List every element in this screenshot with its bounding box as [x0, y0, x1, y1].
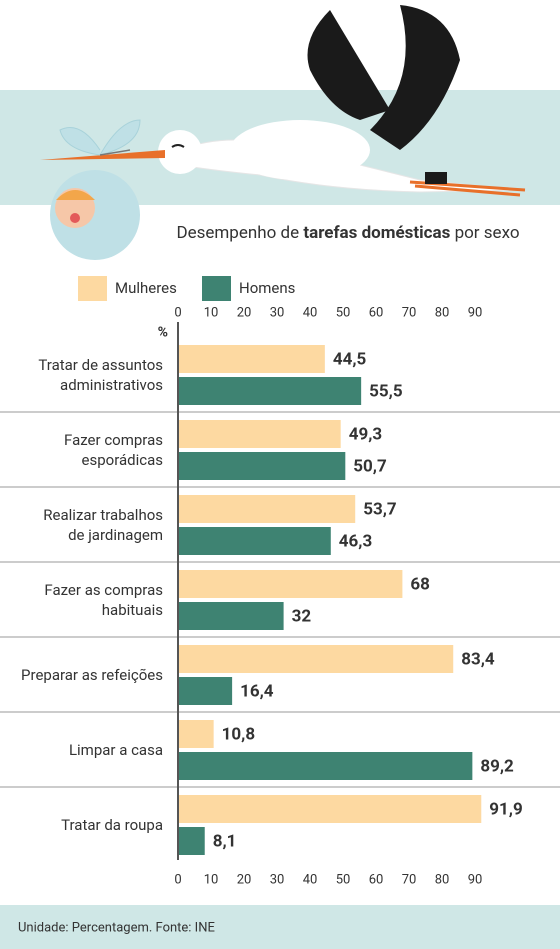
bar — [178, 527, 331, 555]
bar — [178, 345, 325, 373]
bar — [178, 720, 214, 748]
bar — [178, 452, 346, 480]
title-part: Desempenho de — [176, 223, 299, 243]
category-label: Preparar as refeições — [21, 665, 163, 684]
x-tick-label-bottom: 30 — [270, 872, 285, 887]
footer-band — [0, 905, 560, 949]
x-tick-label-top: 90 — [468, 305, 483, 320]
x-tick-label-bottom: 80 — [435, 872, 450, 887]
value-label: 8,1 — [213, 831, 237, 851]
category-label: Fazer compras esporádicas — [64, 430, 163, 469]
legend-label: Mulheres — [115, 279, 177, 297]
bar — [178, 377, 362, 405]
x-tick-label-top: 20 — [237, 305, 252, 320]
value-label: 55,5 — [369, 381, 403, 401]
stork-illustration — [40, 5, 526, 260]
value-label: 53,7 — [363, 499, 397, 519]
x-tick-label-top: 60 — [369, 305, 384, 320]
category-label: Limpar a casa — [68, 740, 163, 759]
legend-swatch — [78, 276, 107, 301]
bar — [178, 677, 233, 705]
bar — [178, 645, 454, 673]
bar — [178, 602, 284, 630]
x-tick-label-bottom: 60 — [369, 872, 384, 887]
value-label: 32 — [292, 606, 312, 626]
title-part: por sexo — [455, 223, 520, 243]
value-label: 44,5 — [333, 349, 367, 369]
x-tick-label-top: 10 — [204, 305, 219, 320]
bar — [178, 570, 403, 598]
x-tick-label-top: 50 — [336, 305, 351, 320]
x-tick-label-top: 40 — [303, 305, 318, 320]
bar — [178, 495, 356, 523]
value-label: 68 — [410, 574, 430, 594]
x-tick-label-bottom: 40 — [303, 872, 318, 887]
bar — [178, 795, 482, 823]
bar — [178, 827, 205, 855]
legend-label: Homens — [239, 279, 295, 297]
x-tick-label-bottom: 90 — [468, 872, 483, 887]
category-label: Realizar trabalhos de jardinagem — [43, 505, 163, 544]
x-tick-label-bottom: 10 — [204, 872, 219, 887]
x-tick-label-bottom: 70 — [402, 872, 417, 887]
x-tick-label-bottom: 0 — [174, 872, 181, 887]
value-label: 89,2 — [480, 756, 514, 776]
category-label: Tratar da roupa — [61, 815, 163, 834]
value-label: 83,4 — [461, 649, 495, 669]
x-tick-label-bottom: 50 — [336, 872, 351, 887]
title-bold-part: tarefas domésticas — [303, 223, 450, 243]
category-label: Tratar de assuntos administrativos — [38, 355, 163, 394]
x-tick-label-top: 30 — [270, 305, 285, 320]
legend-swatch — [202, 276, 231, 301]
footer-note: Unidade: Percentagem. Fonte: INE — [18, 920, 215, 935]
x-tick-label-bottom: 20 — [237, 872, 252, 887]
value-label: 10,8 — [222, 724, 255, 744]
value-label: 46,3 — [339, 531, 372, 551]
x-tick-label-top: 80 — [435, 305, 450, 320]
value-label: 91,9 — [489, 799, 522, 819]
value-label: 49,3 — [349, 424, 382, 444]
chart-title: Desempenho de tarefas domésticas por sex… — [176, 223, 519, 243]
unit-label: % — [158, 325, 168, 341]
x-tick-label-top: 0 — [174, 305, 181, 320]
x-tick-label-top: 70 — [402, 305, 417, 320]
bar — [178, 420, 341, 448]
value-label: 16,4 — [240, 681, 274, 701]
category-label: Fazer as compras habituais — [44, 580, 163, 619]
bar — [178, 752, 473, 780]
value-label: 50,7 — [353, 456, 387, 476]
